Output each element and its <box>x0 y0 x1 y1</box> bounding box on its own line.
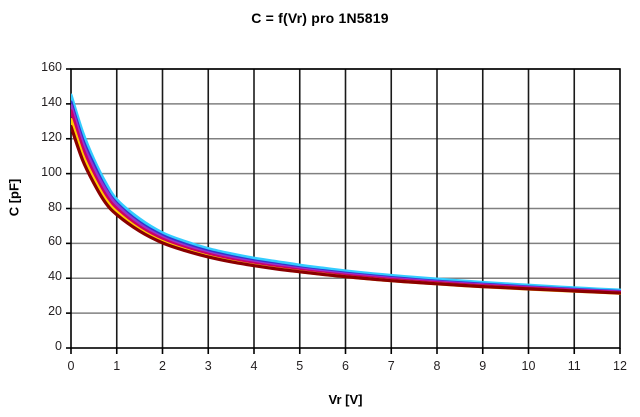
x-tick-label: 7 <box>387 359 395 373</box>
x-tick-label: 12 <box>613 359 627 373</box>
y-tick-label: 140 <box>41 94 62 109</box>
x-tick-label: 4 <box>250 359 258 373</box>
x-tick-label: 8 <box>433 359 441 373</box>
y-tick-label: 20 <box>48 304 62 319</box>
series-layer <box>71 93 621 295</box>
y-tick-label: 100 <box>41 164 62 179</box>
x-tick-label: 10 <box>521 359 536 373</box>
x-axis-title: Vr [V] <box>328 392 363 407</box>
x-tick-label: 6 <box>342 359 349 373</box>
x-tick-label: 1 <box>113 359 121 373</box>
data-series-line <box>71 93 621 292</box>
x-tick-label: 0 <box>67 359 75 373</box>
y-axis-title: C [pF] <box>6 178 22 217</box>
x-tick-label: 5 <box>296 359 304 373</box>
y-tick-label: 80 <box>48 199 62 214</box>
x-tick-label: 9 <box>479 359 487 373</box>
x-tick-label: 11 <box>567 359 581 373</box>
y-tick-label: 60 <box>48 234 62 249</box>
y-tick-label: 160 <box>41 60 62 74</box>
chart-title: C = f(Vr) pro 1N5819 <box>251 10 389 26</box>
x-tick-label: 2 <box>159 359 166 373</box>
data-series-line <box>71 124 621 295</box>
y-tick-label: 0 <box>55 339 62 353</box>
x-tick-label: 3 <box>204 359 212 373</box>
y-tick-label: 40 <box>48 269 62 284</box>
y-tick-label: 120 <box>41 129 62 144</box>
